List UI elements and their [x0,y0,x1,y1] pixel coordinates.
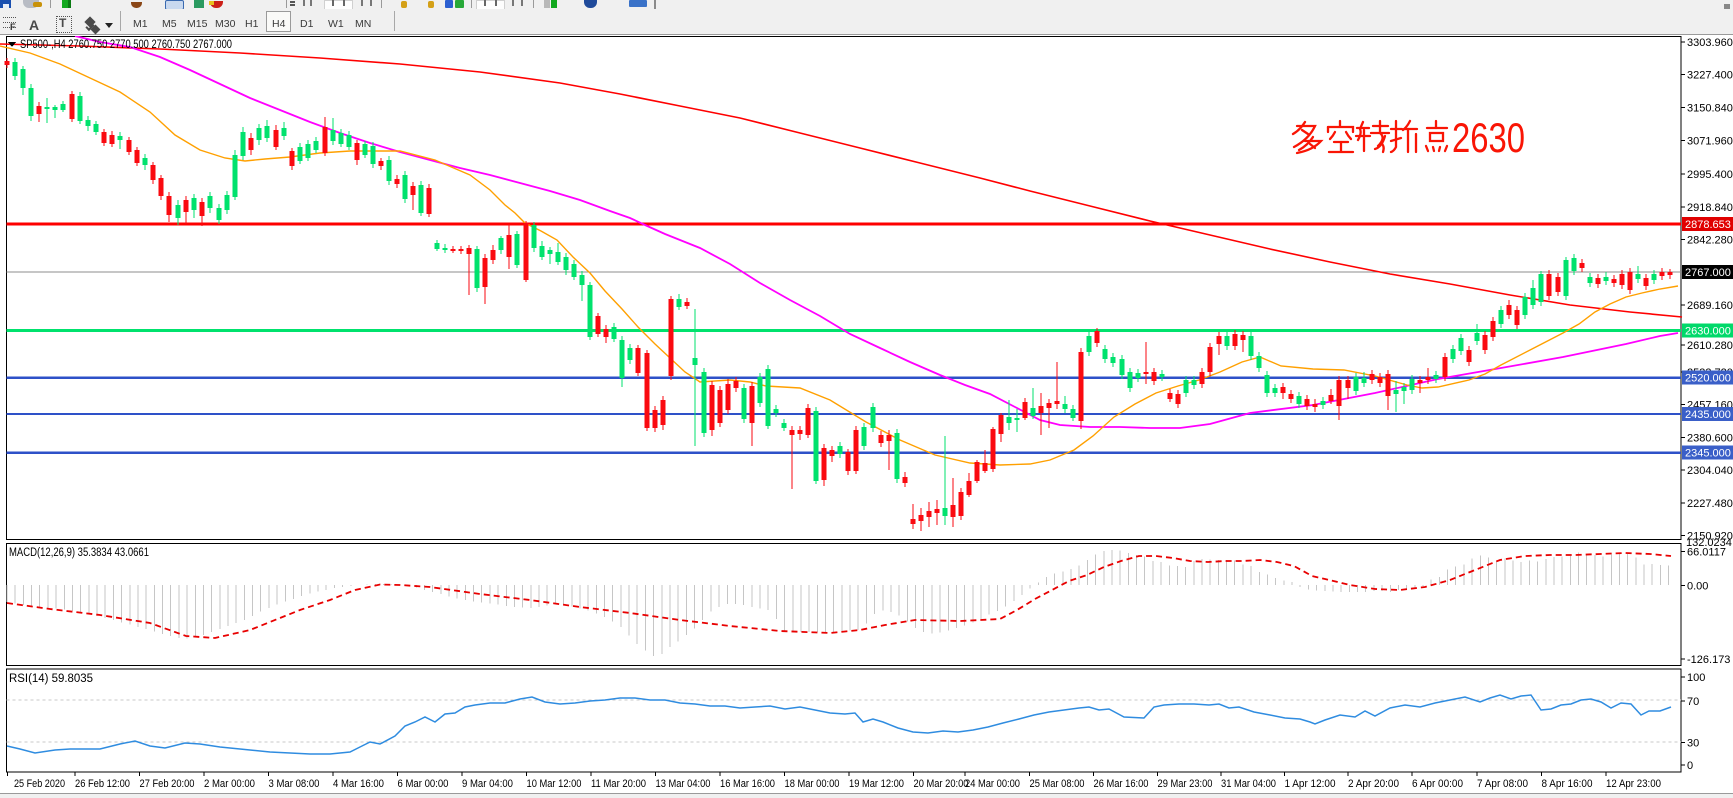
svg-text:1 Apr 12:00: 1 Apr 12:00 [1285,778,1336,790]
svg-text:12 Apr 23:00: 12 Apr 23:00 [1606,778,1661,790]
svg-text:-126.173: -126.173 [1687,654,1730,666]
svg-text:2630: 2630 [1452,114,1525,161]
svg-text:2630.000: 2630.000 [1685,326,1731,338]
svg-text:2227.480: 2227.480 [1687,498,1733,510]
svg-text:0: 0 [1687,760,1693,772]
svg-text:66.0117: 66.0117 [1687,547,1726,559]
svg-text:2380.600: 2380.600 [1687,432,1733,444]
svg-text:2995.400: 2995.400 [1687,169,1733,181]
svg-text:20 Mar 20:00: 20 Mar 20:00 [914,778,969,790]
svg-text:SP500-,H4 2760.750 2770.500 2: SP500-,H4 2760.750 2770.500 2760.750 276… [20,37,232,51]
svg-text:3071.960: 3071.960 [1687,136,1733,148]
svg-text:2842.280: 2842.280 [1687,235,1733,247]
svg-text:2 Mar 00:00: 2 Mar 00:00 [204,778,255,790]
svg-text:2435.000: 2435.000 [1685,409,1731,421]
svg-text:2878.653: 2878.653 [1685,219,1731,231]
svg-text:8 Apr 16:00: 8 Apr 16:00 [1542,778,1593,790]
svg-text:19 Mar 12:00: 19 Mar 12:00 [849,778,904,790]
svg-text:132.0234: 132.0234 [1686,537,1732,549]
svg-text:RSI(14) 59.8035: RSI(14) 59.8035 [9,673,93,685]
svg-text:6 Mar 00:00: 6 Mar 00:00 [398,778,449,790]
svg-text:MACD(12,26,9) 35.3834 43.0661: MACD(12,26,9) 35.3834 43.0661 [9,547,149,559]
svg-text:0.00: 0.00 [1687,581,1708,593]
svg-text:9 Mar 04:00: 9 Mar 04:00 [462,778,513,790]
svg-text:24 Mar 00:00: 24 Mar 00:00 [965,778,1020,790]
svg-text:2150.920: 2150.920 [1687,531,1733,543]
svg-text:13 Mar 04:00: 13 Mar 04:00 [656,778,711,790]
svg-text:3 Mar 08:00: 3 Mar 08:00 [269,778,320,790]
svg-text:30: 30 [1687,738,1699,750]
svg-text:18 Mar 00:00: 18 Mar 00:00 [785,778,840,790]
svg-text:29 Mar 23:00: 29 Mar 23:00 [1158,778,1213,790]
svg-text:25 Mar 08:00: 25 Mar 08:00 [1030,778,1085,790]
svg-text:2689.160: 2689.160 [1687,300,1733,312]
svg-text:26 Mar 16:00: 26 Mar 16:00 [1094,778,1149,790]
svg-text:3227.400: 3227.400 [1687,70,1733,82]
svg-text:7 Apr 08:00: 7 Apr 08:00 [1477,778,1528,790]
svg-text:3150.840: 3150.840 [1687,102,1733,114]
svg-text:31 Mar 04:00: 31 Mar 04:00 [1221,778,1276,790]
svg-text:6 Apr 00:00: 6 Apr 00:00 [1412,778,1463,790]
svg-text:16 Mar 16:00: 16 Mar 16:00 [720,778,775,790]
svg-text:25 Feb 2020: 25 Feb 2020 [14,778,65,790]
svg-text:2345.000: 2345.000 [1685,448,1731,460]
svg-text:11 Mar 20:00: 11 Mar 20:00 [591,778,646,790]
svg-text:2520.000: 2520.000 [1685,373,1731,385]
svg-text:2767.000: 2767.000 [1685,267,1731,279]
svg-text:70: 70 [1687,696,1699,708]
svg-text:3303.960: 3303.960 [1687,37,1733,49]
svg-text:2304.040: 2304.040 [1687,465,1733,477]
svg-text:4 Mar 16:00: 4 Mar 16:00 [333,778,384,790]
svg-text:26 Feb 12:00: 26 Feb 12:00 [75,778,130,790]
svg-text:2918.840: 2918.840 [1687,202,1733,214]
svg-text:100: 100 [1687,672,1705,684]
svg-text:2 Apr 20:00: 2 Apr 20:00 [1348,778,1399,790]
svg-text:27 Feb 20:00: 27 Feb 20:00 [140,778,195,790]
svg-text:2610.280: 2610.280 [1687,340,1733,352]
svg-text:10 Mar 12:00: 10 Mar 12:00 [527,778,582,790]
